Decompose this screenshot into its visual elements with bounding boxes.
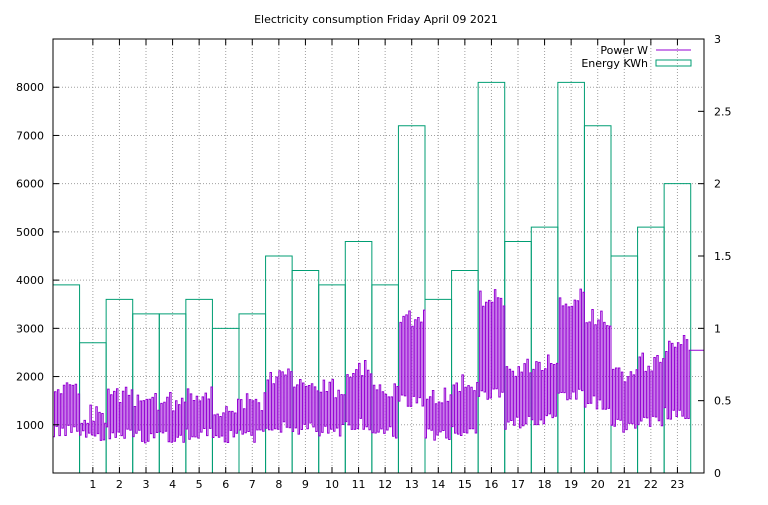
x-tick-label: 17 bbox=[511, 478, 525, 491]
x-tick-label: 6 bbox=[222, 478, 229, 491]
energy-box bbox=[424, 298, 453, 473]
y-left-tick-label: 1000 bbox=[16, 419, 44, 432]
energy-box bbox=[105, 298, 134, 473]
x-tick-label: 1 bbox=[89, 478, 96, 491]
energy-series bbox=[52, 81, 692, 473]
legend-label-power: Power W bbox=[600, 44, 648, 57]
y-right-tick-label: 2 bbox=[714, 178, 721, 191]
y-right-tick-label: 0.5 bbox=[714, 395, 732, 408]
legend: Power W Energy KWh bbox=[581, 44, 692, 70]
x-tick-label: 13 bbox=[405, 478, 419, 491]
energy-box bbox=[211, 327, 240, 473]
y-left-tick-label: 2000 bbox=[16, 371, 44, 384]
y-left-tick-label: 7000 bbox=[16, 129, 44, 142]
y-right-tick-label: 0 bbox=[714, 467, 721, 480]
x-tick-label: 21 bbox=[617, 478, 631, 491]
legend-label-energy: Energy KWh bbox=[581, 57, 648, 70]
x-tick-label: 4 bbox=[169, 478, 176, 491]
x-tick-label: 5 bbox=[196, 478, 203, 491]
energy-box bbox=[52, 284, 81, 473]
chart-title: Electricity consumption Friday April 09 … bbox=[254, 13, 498, 26]
x-tick-label: 9 bbox=[302, 478, 309, 491]
x-tick-label: 11 bbox=[352, 478, 366, 491]
y-left-tick-label: 5000 bbox=[16, 226, 44, 239]
y-left-tick-label: 4000 bbox=[16, 274, 44, 287]
power-series bbox=[53, 288, 704, 444]
x-tick-label: 19 bbox=[564, 478, 578, 491]
x-tick-label: 7 bbox=[249, 478, 256, 491]
legend-swatch-energy bbox=[655, 59, 692, 67]
x-tick-label: 12 bbox=[378, 478, 392, 491]
x-tick-label: 20 bbox=[591, 478, 605, 491]
x-tick-label: 2 bbox=[116, 478, 123, 491]
y-left-tick-label: 3000 bbox=[16, 322, 44, 335]
y-left-axis-ticks: 1000 2000 3000 4000 5000 6000 7000 8000 bbox=[16, 81, 59, 432]
x-axis-ticks: 1 2 3 4 5 6 7 8 9 10 11 12 13 14 15 16 17 18 19 20 21 22 23 bbox=[89, 39, 684, 491]
y-left-tick-label: 8000 bbox=[16, 81, 44, 94]
y-right-tick-label: 2.5 bbox=[714, 105, 732, 118]
x-tick-label: 22 bbox=[644, 478, 658, 491]
y-left-tick-label: 6000 bbox=[16, 178, 44, 191]
x-tick-label: 8 bbox=[275, 478, 282, 491]
x-tick-label: 16 bbox=[484, 478, 498, 491]
energy-box bbox=[637, 226, 665, 473]
y-right-tick-label: 1 bbox=[714, 322, 721, 335]
x-tick-label: 3 bbox=[143, 478, 150, 491]
x-tick-label: 15 bbox=[458, 478, 472, 491]
energy-box bbox=[185, 298, 213, 473]
power-line bbox=[53, 288, 704, 444]
energy-box bbox=[663, 183, 692, 473]
x-tick-label: 18 bbox=[538, 478, 552, 491]
y-right-tick-label: 1.5 bbox=[714, 250, 732, 263]
y-right-tick-label: 3 bbox=[714, 33, 721, 46]
x-tick-label: 14 bbox=[431, 478, 445, 491]
energy-box bbox=[530, 226, 559, 473]
y-right-axis-ticks: 0 0.5 1 1.5 2 2.5 3 bbox=[698, 33, 732, 480]
x-tick-label: 10 bbox=[325, 478, 339, 491]
x-tick-label: 23 bbox=[670, 478, 684, 491]
